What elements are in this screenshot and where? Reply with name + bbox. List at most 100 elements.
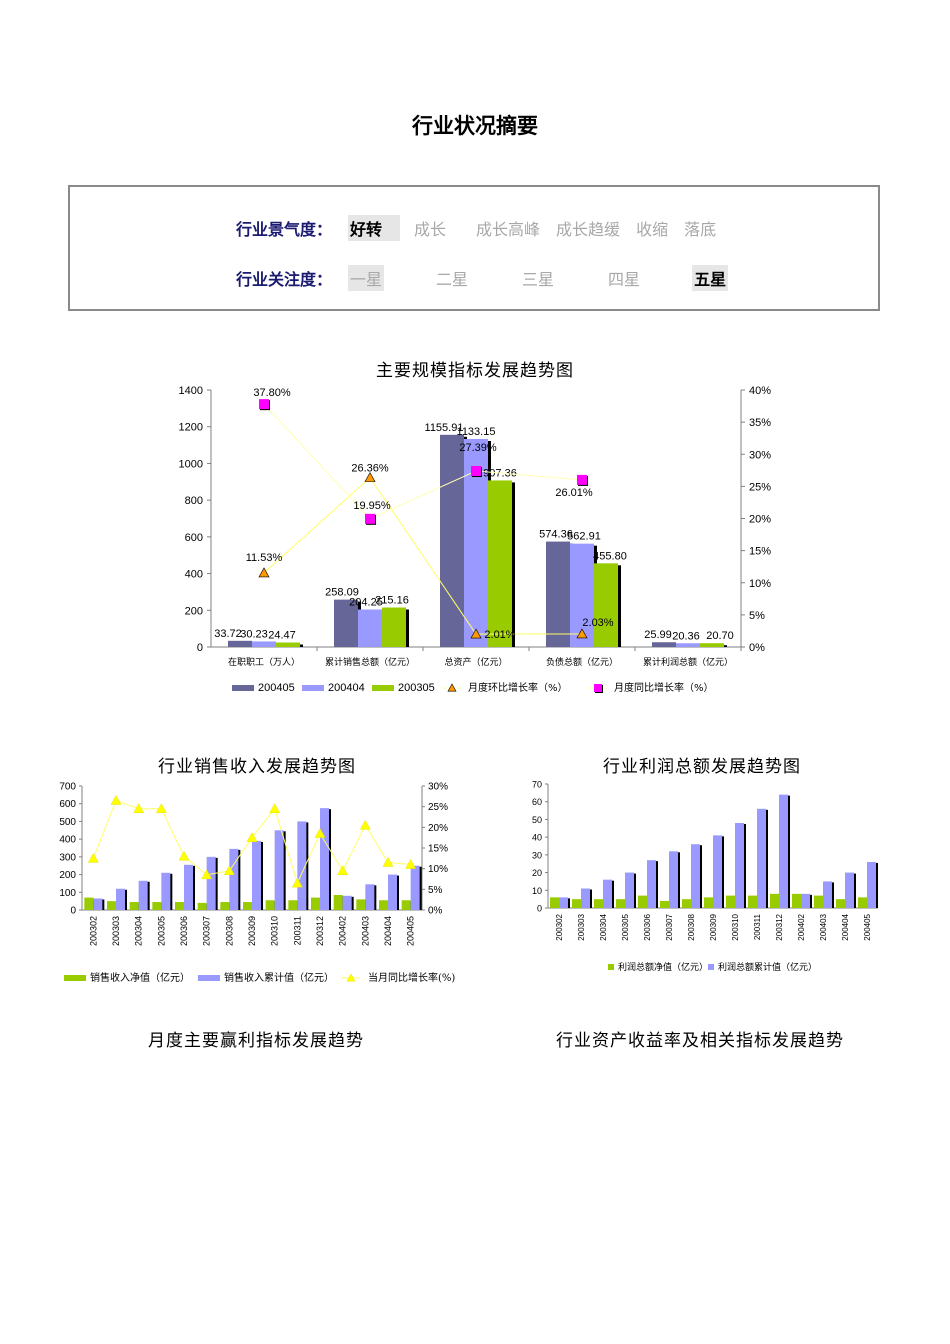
sales-legend-swatch — [64, 975, 86, 981]
sales-line-marker — [178, 850, 190, 861]
main-line-label: 2.01% — [484, 629, 515, 641]
climate-label: 行业景气度： — [236, 220, 333, 239]
main-y2-tick-label: 25% — [749, 481, 771, 493]
sales-line-marker — [314, 828, 326, 838]
sales-y-tick-label: 700 — [59, 782, 76, 793]
profit-bar — [572, 899, 581, 908]
main-bar-label: 215.16 — [375, 595, 409, 607]
sales-bar — [333, 894, 343, 910]
profit-y-tick-label: 60 — [532, 797, 542, 807]
attention-option-1star: 一星 — [348, 265, 385, 291]
main-legend-marker — [594, 684, 602, 692]
sales-legend-label: 销售收入累计值（亿元） — [224, 971, 334, 984]
sales-y2-tick-label: 20% — [428, 823, 448, 834]
profit-bar — [704, 897, 713, 908]
profit-bar — [748, 895, 757, 908]
main-bar-shadow — [443, 436, 467, 647]
profit-bar — [682, 899, 691, 908]
sales-bar — [107, 901, 116, 910]
main-bar-shadow — [549, 543, 573, 647]
main-line-marker-shadow — [472, 467, 482, 478]
sales-bar — [243, 902, 252, 910]
sales-bar — [116, 888, 125, 910]
sales-y2-tick-label: 10% — [428, 864, 448, 875]
sales-x-tick-label: 200303 — [111, 916, 121, 946]
sales-bar — [229, 848, 239, 910]
sales-x-tick-label: 200310 — [270, 916, 280, 946]
profit-x-tick-label: 200403 — [819, 913, 828, 940]
main-y2-tick-label: 30% — [749, 449, 771, 461]
sales-x-tick-label: 200402 — [338, 916, 348, 946]
sales-bar — [297, 821, 307, 910]
main-line-marker — [259, 399, 269, 410]
climate-option-growth: 成长 — [414, 220, 447, 239]
main-y2-tick-label: 15% — [749, 546, 771, 558]
profit-bar — [836, 899, 845, 908]
main-x-tick-label: 累计销售总额（亿元） — [325, 656, 415, 668]
main-bar-shadow — [255, 643, 279, 647]
main-bar-shadow — [279, 644, 303, 647]
climate-option-growth-slowing: 成长趋缓 — [556, 220, 621, 239]
main-y-tick-label: 1200 — [179, 422, 203, 434]
sales-y-tick-label: 300 — [59, 852, 76, 863]
sales-bar — [342, 895, 352, 910]
sales-legend-marker — [346, 973, 356, 982]
main-y-tick-label: 0 — [197, 642, 203, 654]
profit-bar — [616, 899, 625, 908]
profit-bar — [638, 895, 647, 908]
profit-bar — [660, 900, 669, 908]
profit-y-tick-label: 40 — [532, 833, 542, 843]
profit-x-tick-label: 200309 — [709, 913, 718, 940]
profit-legend-label: 利润总额累计值（亿元） — [718, 961, 817, 973]
profit-y-tick-label: 20 — [532, 868, 542, 878]
sales-y2-tick-label: 25% — [428, 802, 448, 813]
sales-x-tick-label: 200309 — [247, 916, 257, 946]
sales-bar — [152, 902, 162, 910]
sales-bar — [388, 874, 397, 910]
sales-bar — [161, 872, 171, 910]
sales-bar — [220, 902, 230, 910]
main-bar-label: 204.25 — [349, 597, 383, 609]
profit-bar — [757, 808, 766, 908]
main-line-label: 19.95% — [353, 500, 391, 512]
sales-line-marker — [133, 803, 145, 813]
main-x-tick-label: 总资产（亿元） — [444, 656, 507, 668]
profit-x-tick-label: 200405 — [863, 913, 872, 940]
main-line-label: 37.80% — [253, 387, 291, 399]
sales-line-marker — [405, 859, 417, 869]
sales-bar — [365, 884, 375, 910]
profit-bar — [801, 893, 810, 908]
main-y2-tick-label: 0% — [749, 642, 765, 654]
profit-x-tick-label: 200402 — [797, 913, 806, 940]
climate-option-bottom: 落底 — [684, 220, 717, 239]
sales-bar — [410, 865, 420, 910]
sales-line-marker — [337, 865, 349, 875]
sales-bar — [184, 864, 193, 910]
main-line-marker — [365, 513, 375, 524]
main-legend-marker-shadow — [595, 685, 603, 693]
sales-x-tick-label: 200306 — [179, 916, 189, 946]
sales-chart-title: 行业销售收入发展趋势图 — [158, 757, 356, 777]
profit-legend-swatch — [608, 964, 614, 970]
attention-option-2star: 二星 — [436, 270, 469, 289]
main-bar-label: 24.47 — [268, 630, 296, 642]
main-bar-shadow — [679, 645, 703, 647]
main-bar-label: 20.70 — [706, 630, 734, 642]
main-bar-label: 33.72 — [214, 628, 242, 640]
main-bar-shadow — [467, 440, 491, 647]
main-bar-shadow — [655, 644, 679, 647]
main-bar-label: 258.09 — [325, 587, 359, 599]
attention-option-3star: 三星 — [522, 270, 555, 289]
main-x-tick-label: 负债总额（亿元） — [546, 656, 618, 668]
profit-y-tick-label: 30 — [532, 850, 542, 860]
sales-bar — [252, 840, 261, 910]
profit-x-tick-label: 200312 — [775, 913, 784, 940]
main-line-label: 11.53% — [246, 552, 283, 564]
sales-y-tick-label: 200 — [59, 870, 76, 881]
sales-bar — [379, 900, 388, 910]
main-y-tick-label: 200 — [185, 605, 203, 617]
main-line-marker-shadow — [366, 514, 376, 525]
attention-option-5star: 五星 — [692, 265, 729, 291]
main-bar-label: 25.99 — [644, 629, 672, 641]
sales-trend-chart: 0 100 200 300 400 500 600 700 0% 5% 10% 15% 20% 25% 30… — [59, 782, 455, 985]
